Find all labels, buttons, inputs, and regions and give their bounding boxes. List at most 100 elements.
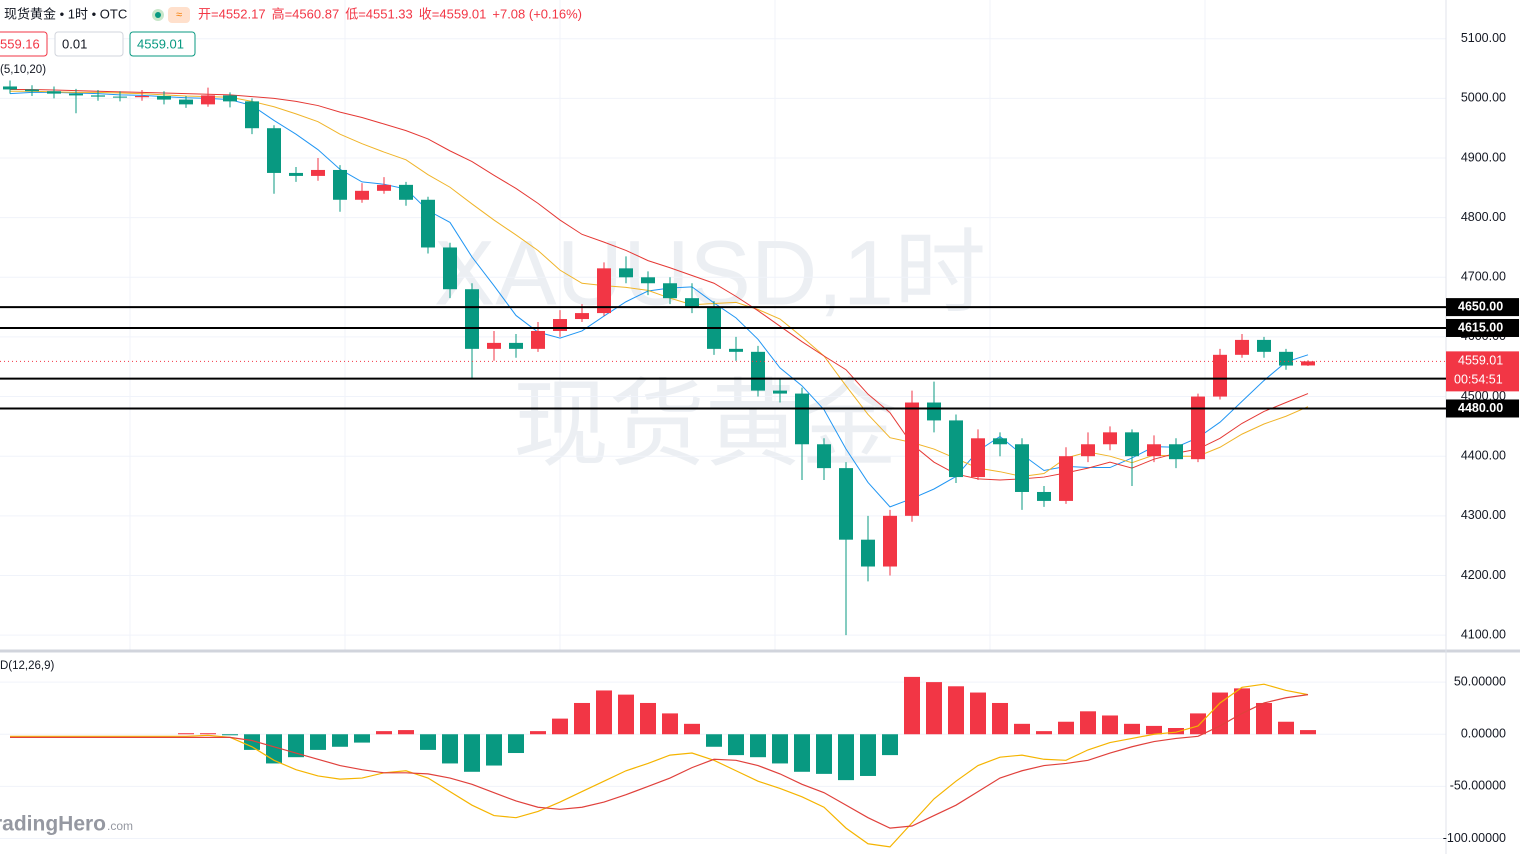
macd-bar [706,734,722,747]
candle-body [377,184,391,191]
y-tick-label: 4900.00 [1461,150,1506,164]
buy-box[interactable] [129,31,196,57]
candle-body [839,468,853,540]
indicator-line [10,694,1309,829]
change: +7.08 (+0.16%) [492,6,582,21]
macd-bar [640,702,656,735]
status-dot [155,12,161,18]
macd-bar [904,676,920,735]
qty: 0.01 [62,36,87,51]
candle-body [927,402,941,421]
candle-body [531,330,545,349]
macd-bar [288,734,304,758]
macd-bar [882,734,898,756]
macd-bar [1278,721,1294,735]
candle-body [509,342,523,349]
candle-body [729,348,743,352]
y-tick-label: 4300.00 [1461,508,1506,522]
y-tick-label: 4400.00 [1461,448,1506,462]
macd-bar [618,694,634,735]
candle-body [333,169,347,200]
candle-body [47,91,61,94]
candle-body [135,96,149,98]
candle-body [245,101,259,129]
candle-body [157,96,171,100]
candle-body [1081,444,1095,457]
candle-body [201,95,215,105]
qty-box[interactable] [54,31,124,57]
y-tick-label: -100.00000 [1443,831,1506,845]
candle-body [905,402,919,516]
candle-body [663,283,677,299]
candle-body [3,86,17,90]
macd-bar [552,718,568,735]
ohlc-value: 低=4551.33 [345,6,413,21]
level-label: 4480.00 [1458,401,1503,415]
logo-suffix: .com [107,819,133,833]
candle-body [949,420,963,478]
macd-bar [398,730,414,735]
candle-body [1059,456,1073,501]
macd-bar [222,734,238,736]
candle-body [1147,444,1161,457]
ohlc-value: 高=4560.87 [272,6,340,21]
countdown: 00:54:51 [1454,373,1503,387]
candle-body [795,393,809,445]
y-tick-label: 4800.00 [1461,210,1506,224]
candle-body [1235,339,1249,355]
macd-bar [596,690,612,735]
symbol: 现货黄金 • 1时 • OTC [4,6,127,21]
candle-body [971,438,985,478]
y-tick-label: 4100.00 [1461,627,1506,641]
candle-body [883,515,897,567]
y-tick-label: 5100.00 [1461,31,1506,45]
candle-body [421,199,435,248]
macd-bar [948,686,964,735]
candle-body [443,247,457,290]
macd-bar [266,734,282,764]
macd-bar [354,734,370,743]
candle-body [1279,351,1293,366]
candle-body [1169,444,1183,460]
macd-bar [838,734,854,781]
candle-body [1301,361,1315,366]
candle-body [817,444,831,469]
indicator-line [10,88,1309,481]
macd-bar [574,702,590,735]
macd-bar [442,734,458,764]
indicator-label: (5,10,20) [0,64,46,76]
candle-body [487,342,501,349]
candle-body [69,93,83,96]
last-price-bg [1446,351,1519,392]
macd-bar [860,734,876,776]
candle-body [25,89,39,92]
candle-body [91,95,105,97]
header: 现货黄金 • 1时 • OTC ≈ [4,6,190,23]
y-tick-label: 4200.00 [1461,568,1506,582]
level-label-bg [1446,399,1519,418]
y-tick-label: 50.00000 [1454,674,1506,688]
macd-bar [1058,721,1074,735]
sell-box[interactable] [0,31,48,57]
macd-bar [530,731,546,735]
macd-bar [728,734,744,756]
candle-body [773,390,787,394]
indicator-label: D(12,26,9) [0,660,55,672]
candle-body [685,298,699,308]
candle-body [597,268,611,314]
last-price-label: 4559.01 [1458,354,1503,368]
macd-bar [178,733,194,735]
macd-bar [970,692,986,735]
candle-body [751,351,765,391]
candle-body [1015,444,1029,492]
delay-icon [168,7,190,23]
candle-body [289,172,303,176]
macd-bar [794,734,810,772]
candle-body [1191,396,1205,460]
macd-bar [310,734,326,750]
candle-body [1103,432,1117,445]
candle-body [861,539,875,567]
macd-bar [376,731,392,735]
macd-bar [992,702,1008,735]
macd-bar [684,723,700,735]
